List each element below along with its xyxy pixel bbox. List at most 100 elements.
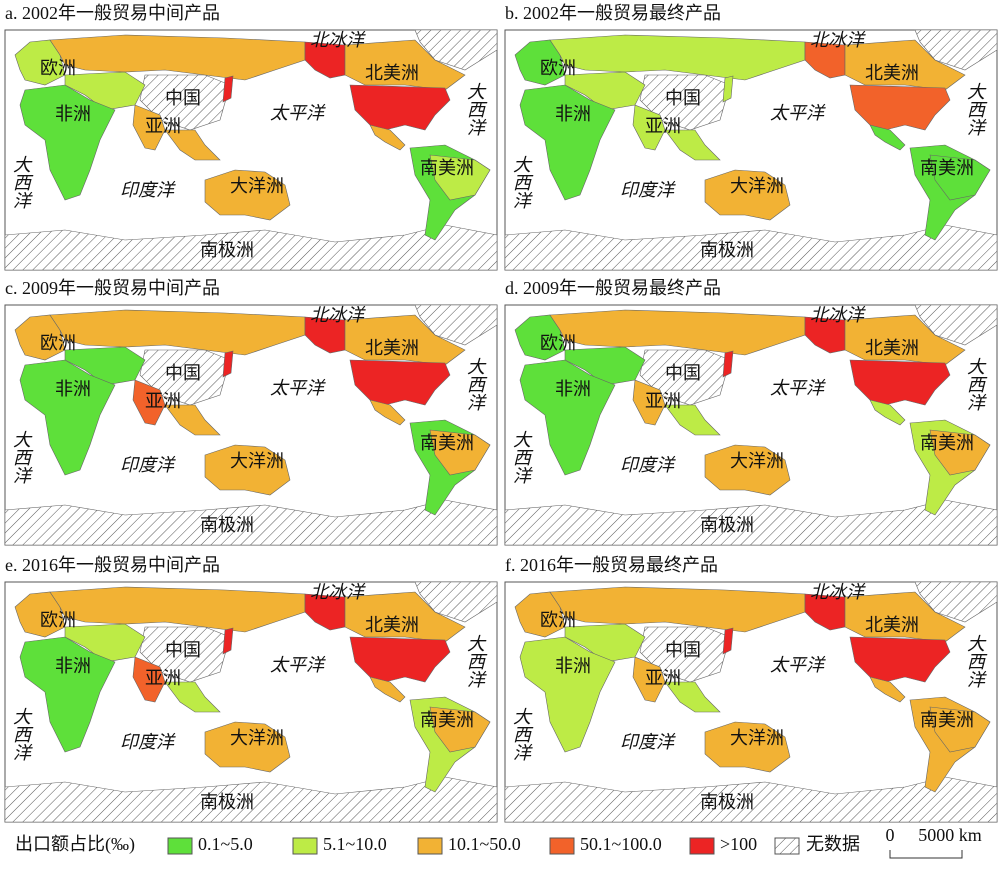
map-label: 中国 — [665, 640, 701, 660]
map-label: 大西洋 — [10, 155, 31, 209]
mexico — [369, 676, 406, 703]
map-label: 大西洋 — [510, 430, 531, 484]
legend-label: 0.1~5.0 — [198, 834, 253, 854]
mexico — [869, 676, 906, 703]
map-panel: a. 2002年一般贸易中间产品北冰洋北美洲大西洋欧洲中国非洲亚洲太平洋大西洋印… — [4, 3, 498, 271]
panel-title: f. 2016年一般贸易最终产品 — [505, 555, 718, 575]
australia — [704, 721, 791, 773]
map-label: 大洋洲 — [730, 728, 784, 748]
japan — [722, 627, 734, 655]
map-label: 欧洲 — [40, 58, 76, 78]
india — [132, 379, 166, 426]
map-label: 印度洋 — [620, 455, 676, 475]
china — [139, 349, 231, 406]
antarctica — [4, 499, 498, 546]
africa — [519, 84, 616, 201]
map-label: 北美洲 — [365, 63, 419, 83]
map-label: 北冰洋 — [810, 582, 866, 602]
india — [632, 379, 666, 426]
map-label: 大西洋 — [10, 430, 31, 484]
japan — [722, 350, 734, 378]
russia — [549, 309, 806, 356]
legend-label: 5.1~10.0 — [323, 834, 387, 854]
antarctica — [4, 776, 498, 823]
map-label: 南美洲 — [420, 710, 474, 730]
southeast-asia — [164, 404, 221, 436]
legend-label: >100 — [720, 834, 757, 854]
africa — [519, 359, 616, 476]
southeast-asia — [664, 129, 721, 161]
map-label: 大西洋 — [510, 155, 531, 209]
map-label: 非洲 — [555, 379, 591, 399]
brazil — [429, 154, 491, 201]
map-label: 非洲 — [555, 104, 591, 124]
map-label: 非洲 — [55, 104, 91, 124]
legend-swatch — [292, 837, 318, 855]
brazil — [929, 154, 991, 201]
china — [639, 74, 731, 131]
map-label: 亚洲 — [645, 391, 681, 411]
map-label: 印度洋 — [120, 732, 176, 752]
map-label: 北冰洋 — [810, 305, 866, 325]
map-label: 北美洲 — [365, 338, 419, 358]
brazil — [429, 429, 491, 476]
usa — [349, 636, 451, 683]
legend-swatch — [167, 837, 193, 855]
map-label: 欧洲 — [540, 610, 576, 630]
legend-swatch — [549, 837, 575, 855]
southeast-asia — [164, 681, 221, 713]
legend-label: 50.1~100.0 — [580, 834, 662, 854]
australia — [704, 169, 791, 221]
map-label: 北美洲 — [865, 615, 919, 635]
map-label: 亚洲 — [645, 668, 681, 688]
panel-title: e. 2016年一般贸易中间产品 — [5, 555, 220, 575]
mexico — [869, 399, 906, 426]
map-label: 大洋洲 — [230, 451, 284, 471]
map-label: 南极洲 — [200, 515, 254, 535]
map-label: 大西洋 — [964, 357, 985, 411]
map-label: 大西洋 — [464, 82, 485, 136]
china — [139, 626, 231, 683]
map-label: 北美洲 — [865, 338, 919, 358]
no-data-label: 无数据 — [806, 834, 860, 854]
map-label: 欧洲 — [40, 610, 76, 630]
australia — [204, 444, 291, 496]
japan — [222, 627, 234, 655]
map-label: 南极洲 — [700, 240, 754, 260]
panel-title: d. 2009年一般贸易最终产品 — [505, 278, 721, 298]
panel-title: b. 2002年一般贸易最终产品 — [505, 3, 721, 23]
map-label: 大西洋 — [510, 707, 531, 761]
legend-label: 10.1~50.0 — [448, 834, 521, 854]
map-label: 南美洲 — [920, 433, 974, 453]
map-panel: c. 2009年一般贸易中间产品北冰洋北美洲大西洋欧洲中国非洲亚洲太平洋大西洋印… — [4, 278, 498, 546]
japan — [722, 75, 734, 103]
map-label: 欧洲 — [540, 333, 576, 353]
india — [132, 104, 166, 151]
map-label: 非洲 — [555, 656, 591, 676]
russia — [549, 34, 806, 81]
map-label: 太平洋 — [770, 103, 826, 123]
legend-title: 出口额占比(‰) — [15, 834, 135, 855]
japan — [222, 75, 234, 103]
southeast-asia — [164, 129, 221, 161]
map-label: 大西洋 — [10, 707, 31, 761]
australia — [204, 169, 291, 221]
map-label: 印度洋 — [120, 180, 176, 200]
southeast-asia — [664, 681, 721, 713]
antarctica — [504, 776, 998, 823]
map-label: 南美洲 — [920, 158, 974, 178]
india — [632, 656, 666, 703]
antarctica — [4, 224, 498, 271]
map-label: 亚洲 — [145, 668, 181, 688]
map-label: 太平洋 — [770, 655, 826, 675]
map-label: 印度洋 — [620, 180, 676, 200]
map-label: 南极洲 — [700, 792, 754, 812]
map-label: 南美洲 — [420, 433, 474, 453]
map-label: 南极洲 — [200, 240, 254, 260]
mexico — [369, 399, 406, 426]
panel-title: c. 2009年一般贸易中间产品 — [5, 278, 220, 298]
map-label: 亚洲 — [645, 116, 681, 136]
